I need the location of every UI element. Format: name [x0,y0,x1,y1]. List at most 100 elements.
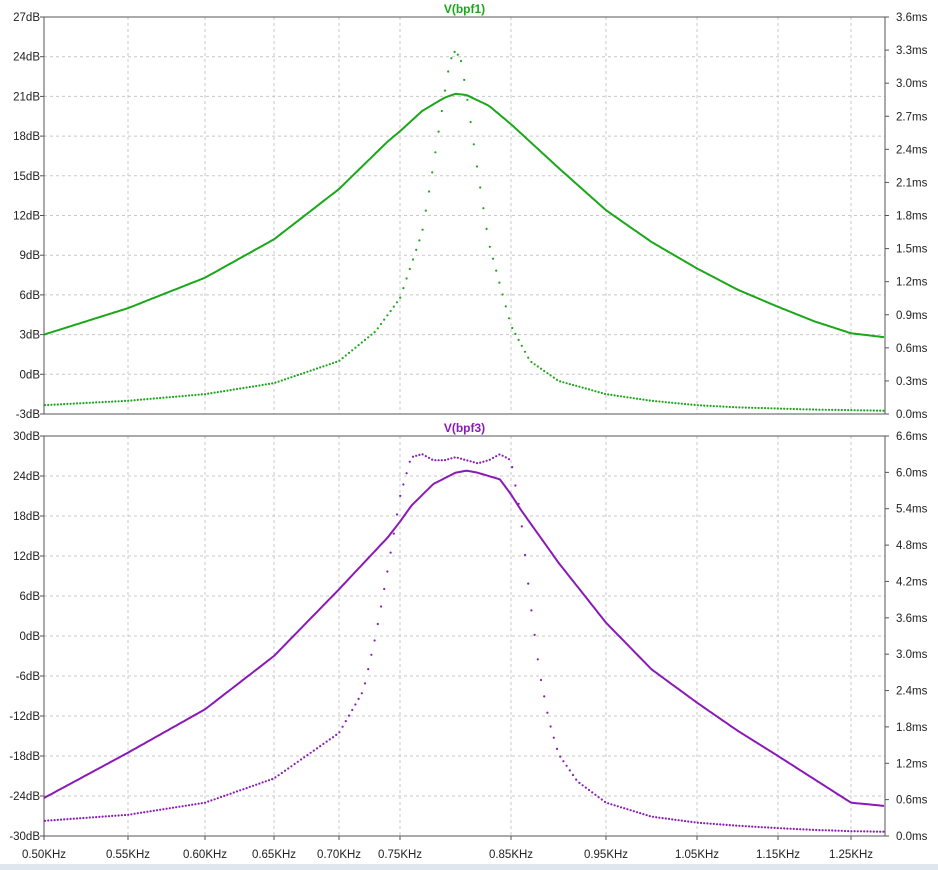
delay-point [139,398,143,401]
delay-point [424,209,427,212]
delay-point [191,803,194,806]
delay-point [354,703,357,706]
delay-point [95,401,98,404]
delay-point [133,399,136,402]
delay-point [331,736,335,739]
delay-point [363,338,367,341]
delay-point [856,409,859,412]
trace-title-bpf1[interactable]: V(bpf1) [444,2,485,16]
delay-point [197,393,200,396]
delay-point [328,363,331,366]
delay-point [562,381,565,384]
x-tick-label: 1.25KHz [829,849,873,861]
delay-point [872,409,875,412]
delay-point [408,460,411,463]
delay-point [245,787,248,790]
delay-point [405,277,408,280]
delay-point [136,398,139,401]
delay-point [232,388,235,391]
left-tick-label: 6dB [20,290,41,302]
delay-point [619,806,623,809]
pane-bpf1[interactable]: -3dB 0dB 3dB 6dB 9dB 12dB 15dB 18dB 21dB 24dB 27dB… [13,2,927,421]
delay-point [527,582,530,585]
delay-point [639,398,642,401]
delay-point [523,350,527,353]
delay-point [146,810,149,813]
delay-point [146,398,149,401]
delay-point [434,151,437,154]
trace-title-bpf3[interactable]: V(bpf3) [444,421,485,435]
delay-point [757,825,760,829]
delay-point [379,322,383,326]
delay-point [587,788,591,792]
left-tick-label: 27dB [13,12,40,24]
delay-point [856,830,859,833]
delay-point [869,409,872,412]
delay-point [635,397,639,400]
delay-point [651,815,655,818]
delay-point [197,802,200,805]
delay-point [216,797,219,800]
delay-point [114,400,117,403]
delay-point [392,532,395,535]
delay-point [408,267,411,271]
delay-point [501,293,504,296]
delay-point [187,804,191,807]
delay-point [757,406,760,410]
delay-point [213,391,216,394]
delay-point [821,408,824,411]
delay-point [792,827,795,831]
delay-point [632,810,635,813]
delay-point [850,830,853,833]
delay-point [95,816,98,819]
delay-point [123,813,127,817]
delay-point [501,454,504,457]
delay-point [626,396,629,399]
delay-point [690,820,693,824]
delay-point [248,785,251,789]
delay-point [552,736,555,739]
delay-point [546,711,549,714]
delay-point [200,802,203,805]
left-tick-label: 12dB [13,551,40,563]
delay-point [443,89,447,92]
magnitude-trace-bpf3[interactable] [44,469,885,807]
left-tick-label: -30dB [9,831,40,843]
delay-point [104,400,107,403]
delay-point [869,830,872,833]
pane-bpf3[interactable]: -30dB -24dB -18dB -12dB -6dB 0dB 6dB 12dB 18dB 24… [9,421,927,843]
right-tick-label: 2.4ms [896,144,928,156]
delay-point [63,818,66,821]
right-tick-label: 2.4ms [896,686,928,698]
delay-point [290,765,293,768]
group-delay-trace-bpf1[interactable] [44,50,885,412]
magnitude-trace-bpf1[interactable] [44,92,885,339]
delay-point [72,817,75,820]
delay-point [143,811,146,814]
delay-point [210,799,213,802]
delay-point [799,408,802,411]
delay-point [648,815,651,818]
delay-point [325,364,328,367]
delay-point [629,396,632,399]
delay-point [44,404,47,407]
delay-point [143,398,146,401]
delay-point [475,165,479,168]
delay-point [735,406,738,409]
plot-frame [43,16,886,415]
delay-point [674,402,677,405]
delay-point [840,408,843,412]
delay-point [840,829,843,832]
delay-point [395,301,399,304]
group-delay-trace-bpf3[interactable] [44,453,885,833]
delay-point [347,351,351,354]
delay-point [101,815,104,818]
delay-point [498,281,501,284]
right-tick-label: 6.6ms [896,431,928,443]
delay-point [184,394,187,397]
right-tick-label: 4.2ms [896,576,928,588]
delay-point [191,394,194,397]
right-tick-label: 1.8ms [896,211,928,223]
delay-point [591,791,594,794]
delay-point [127,813,130,816]
